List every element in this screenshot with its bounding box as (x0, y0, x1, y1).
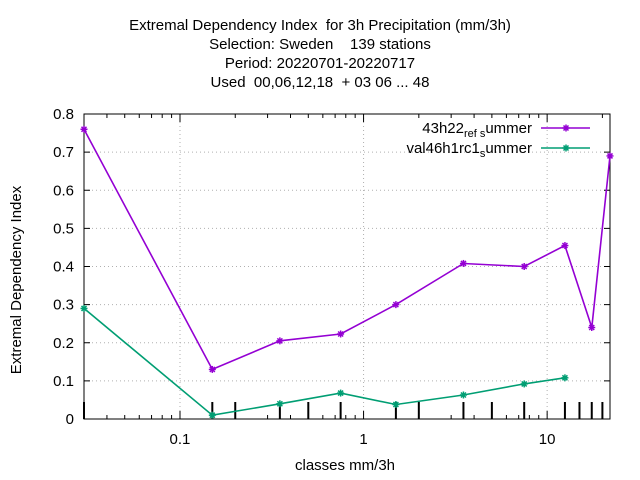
data-point (561, 242, 569, 250)
x-tick-label: 10 (539, 431, 556, 448)
data-point (392, 401, 400, 409)
data-point (337, 330, 345, 338)
legend-label-part: s (480, 148, 486, 160)
legend-marker (562, 144, 570, 152)
data-point (276, 400, 284, 408)
data-point (588, 324, 596, 331)
title-line-1: Extremal Dependency Index for 3h Precipi… (129, 17, 511, 34)
data-point (561, 374, 569, 382)
x-axis-ticks: 0.1 1 10 (106, 114, 603, 448)
data-point (276, 337, 284, 345)
legend-label-part: s (480, 128, 486, 140)
y-tick-label: 0.2 (53, 335, 74, 352)
legend-label-part: ummer (485, 120, 532, 137)
data-point (337, 389, 345, 397)
x-tick-label: 1 (359, 431, 367, 448)
series-line-1 (83, 128, 611, 371)
data-point (208, 365, 216, 373)
data-point (80, 304, 88, 312)
data-point (520, 263, 528, 270)
data-point (606, 152, 614, 160)
y-axis-label: Extremal Dependency Index (8, 185, 25, 374)
legend-label-part: ref (464, 128, 478, 140)
legend-label-part: ummer (485, 140, 532, 157)
series-lines (80, 125, 614, 419)
x-tick-label: 0.1 (170, 431, 191, 448)
legend-marker (562, 124, 570, 132)
y-tick-label: 0.3 (53, 297, 74, 314)
data-point (80, 125, 88, 133)
data-point (392, 301, 400, 309)
y-tick-label: 0.4 (53, 259, 74, 276)
title-line-4: Used 00,06,12,18 + 03 06 ... 48 (210, 74, 430, 91)
data-point (520, 380, 528, 388)
data-point (459, 259, 467, 267)
grid-lines (84, 114, 610, 419)
data-point (459, 391, 467, 399)
title-line-2: Selection: Sweden 139 stations (209, 36, 431, 53)
y-tick-label: 0 (66, 411, 74, 428)
legend-label-main: 43h22 (422, 120, 464, 137)
y-tick-label: 0.8 (53, 106, 74, 123)
y-tick-label: 0.1 (53, 373, 74, 390)
legend-label-main: val46h1rc1 (406, 140, 479, 157)
legend-label-2: val46h1rc1summer (406, 140, 532, 160)
title-line-3: Period: 20220701-20220717 (224, 55, 416, 72)
y-tick-label: 0.5 (53, 220, 74, 237)
y-tick-label: 0.6 (53, 182, 74, 199)
series-line-2 (83, 307, 566, 417)
legend-label-1: 43h22ref summer (422, 120, 532, 140)
data-point (208, 411, 216, 419)
y-tick-label: 0.7 (53, 144, 74, 161)
y-axis-ticks: 0 0.1 0.2 0.3 0.4 0.5 0.6 0.7 0.8 (53, 106, 610, 428)
x-axis-label: classes mm/3h (295, 457, 395, 474)
